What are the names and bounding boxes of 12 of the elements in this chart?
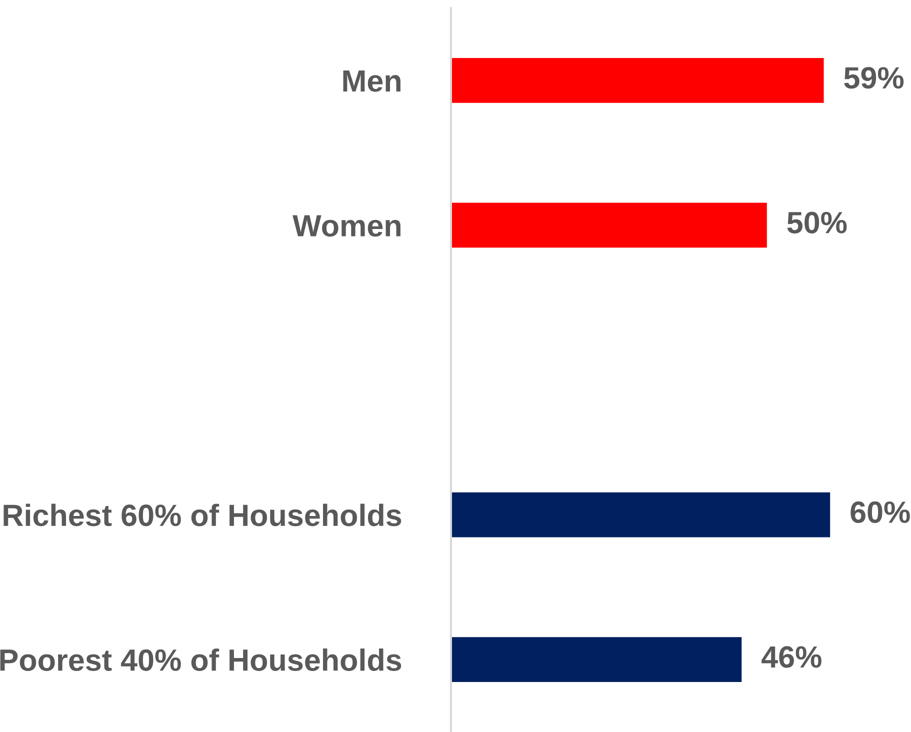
data-label: 46%	[762, 646, 822, 668]
y-tick-label: Richest 60% of Households	[4, 504, 402, 526]
data-label: 50%	[787, 212, 847, 234]
y-tick-label: Men	[343, 70, 400, 92]
y-tick-label: Poorest 40% of Households	[0, 648, 402, 671]
data-label: 60%	[850, 501, 910, 524]
bar	[450, 637, 742, 682]
bar	[450, 58, 824, 103]
data-label: 59%	[844, 67, 904, 89]
y-tick-label: Women	[292, 215, 400, 237]
bar	[450, 492, 830, 538]
bar	[450, 202, 767, 248]
